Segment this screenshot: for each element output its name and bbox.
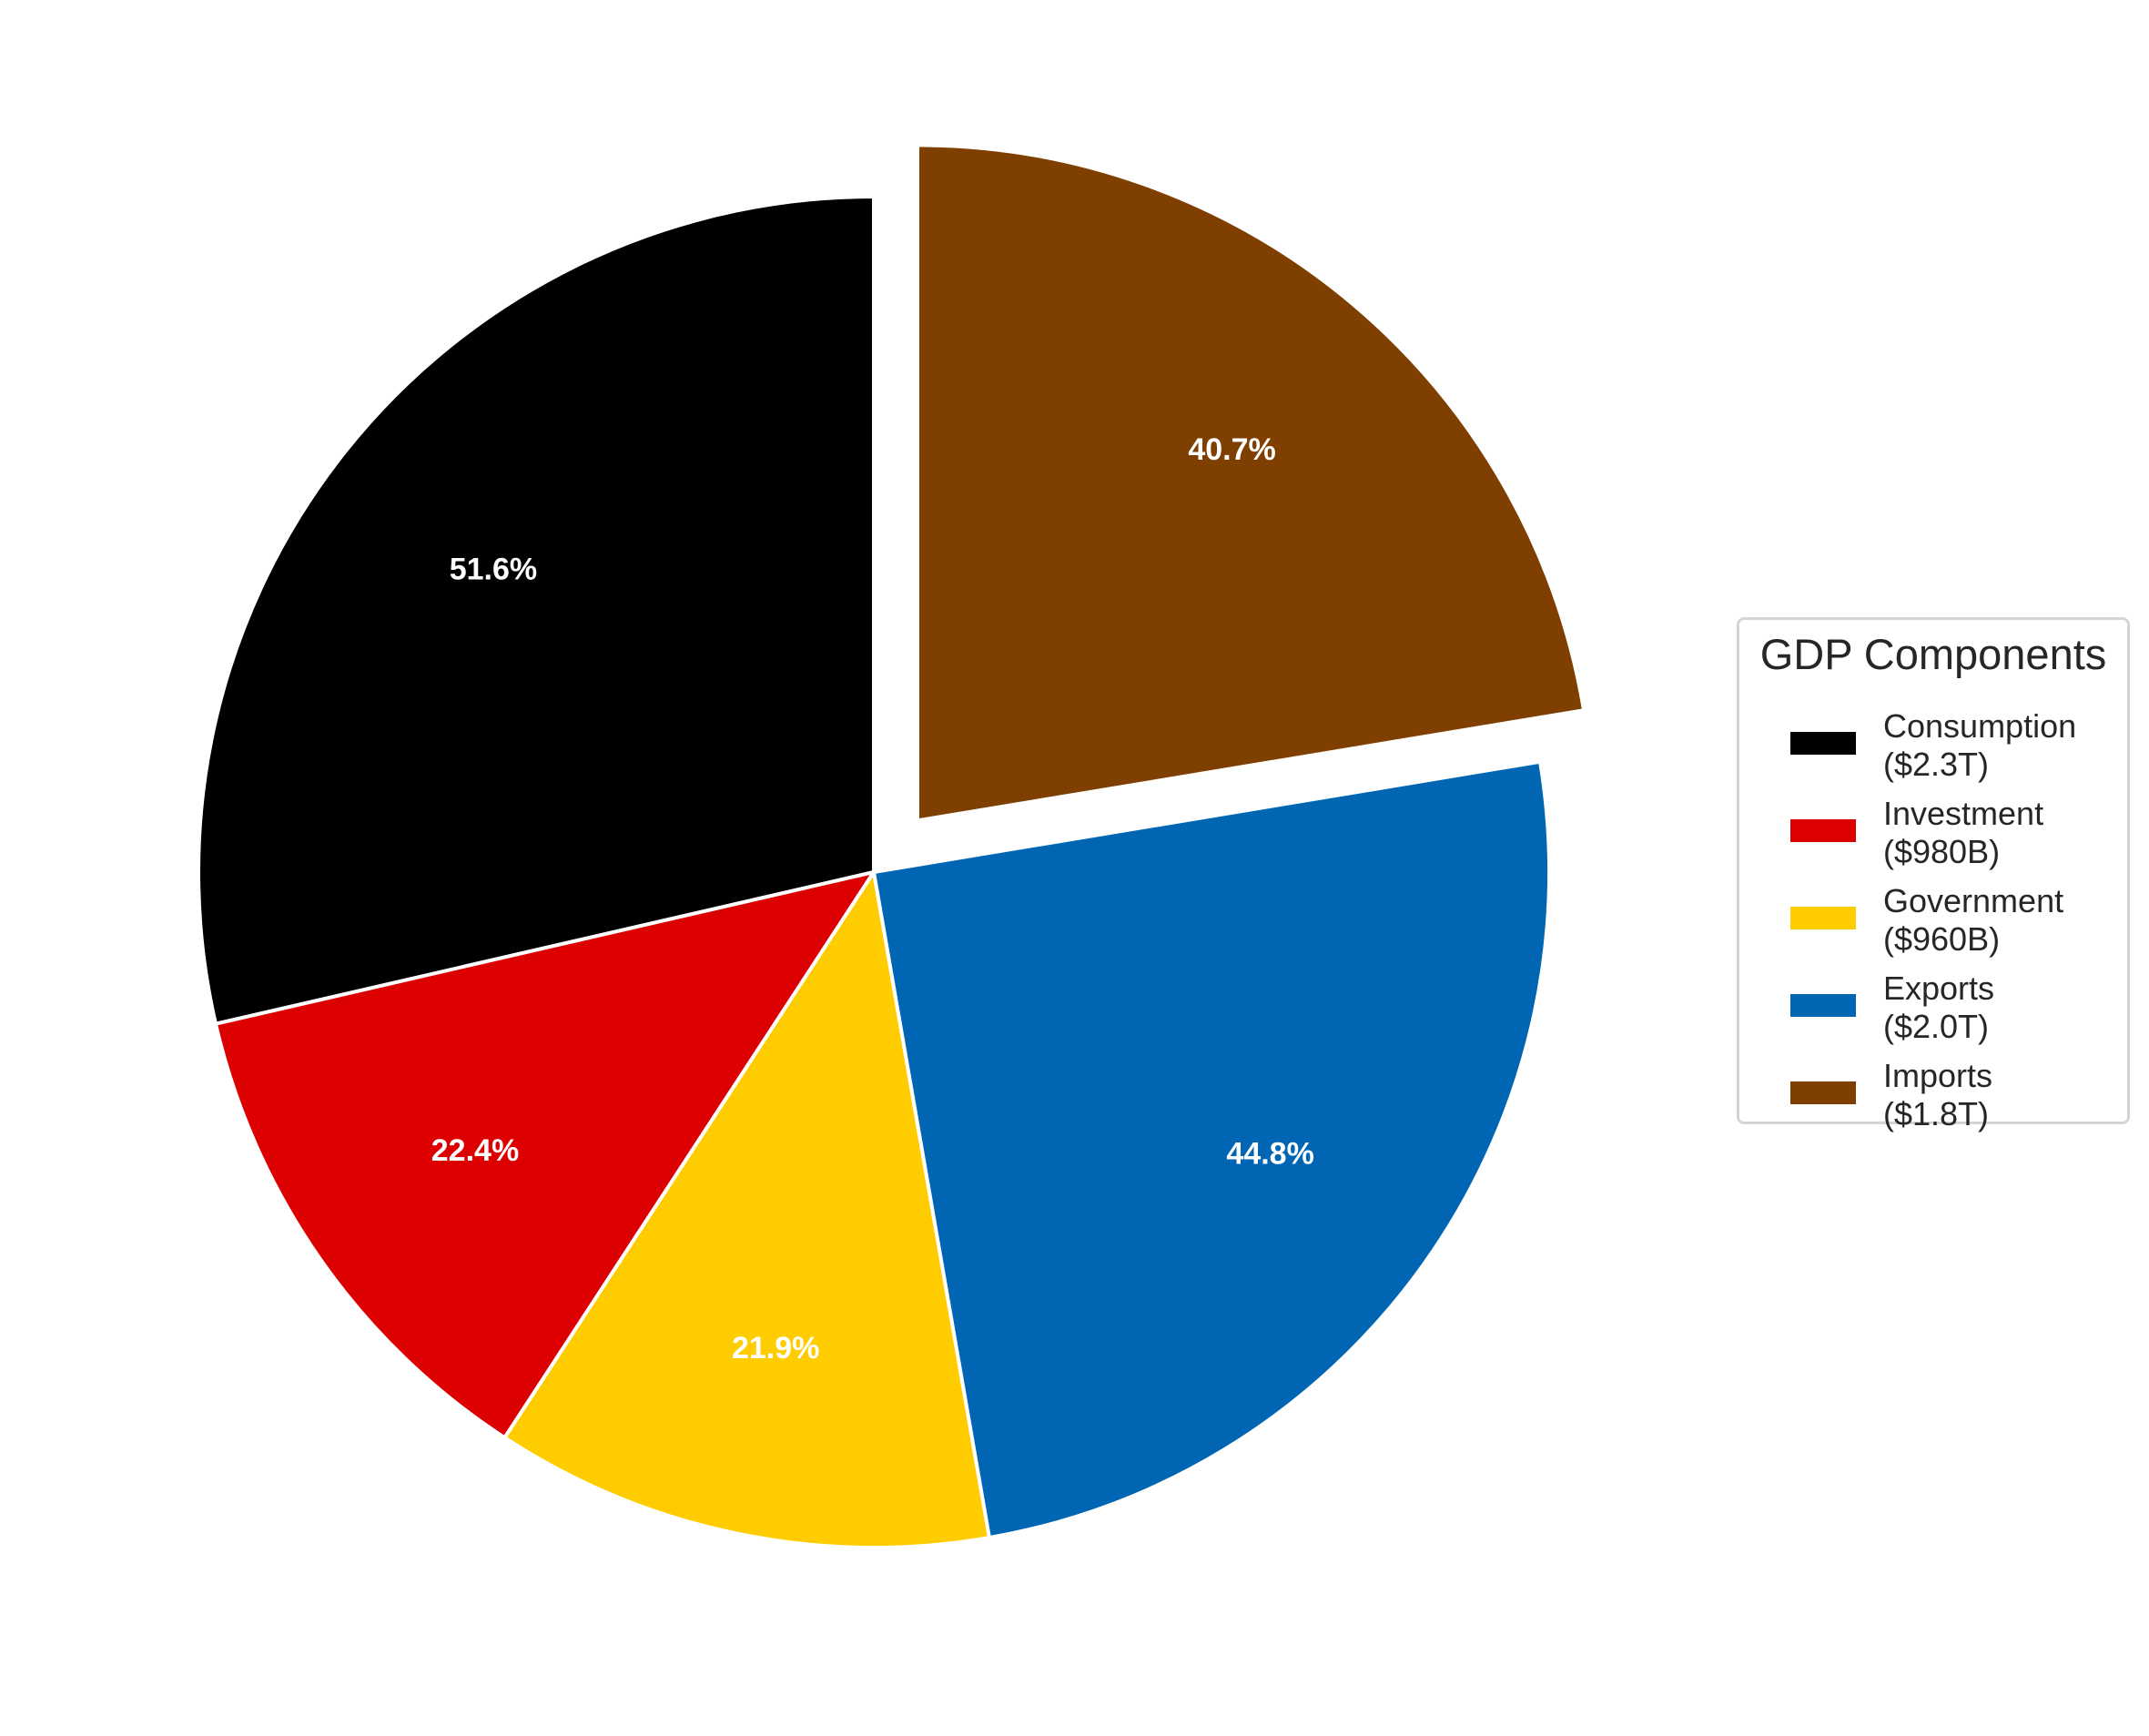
- percent-label-imports: 40.7%: [1188, 432, 1275, 467]
- pie-slice-government: [502, 867, 992, 1549]
- pie-slice-imports: [915, 143, 1586, 823]
- legend-swatch-exports: [1790, 994, 1856, 1017]
- legend: GDP Components Consumption ($2.3T) Inves…: [1737, 617, 2130, 1132]
- legend-swatch-consumption: [1790, 732, 1856, 755]
- legend-amount: ($2.3T): [1883, 746, 1990, 783]
- legend-amount: ($1.8T): [1883, 1095, 1990, 1132]
- pie-slice-exports: [871, 759, 1551, 1540]
- legend-category: Imports: [1883, 1057, 1993, 1094]
- legend-swatch-investment: [1790, 819, 1856, 842]
- pie-slice-consumption: [197, 194, 876, 1027]
- legend-item-government: Government ($960B): [1739, 882, 2127, 964]
- legend-category: Investment: [1883, 795, 2044, 832]
- legend-item-consumption: Consumption ($2.3T): [1739, 707, 2127, 789]
- pie-slices: [197, 143, 1586, 1549]
- pie-slice-investment: [213, 868, 878, 1441]
- legend-item-imports: Imports ($1.8T): [1739, 1057, 2127, 1139]
- legend-amount: ($980B): [1883, 833, 2001, 870]
- legend-category: Exports: [1883, 970, 1995, 1007]
- percent-label-consumption: 51.6%: [450, 552, 537, 586]
- legend-label-investment: Investment ($980B): [1883, 795, 2043, 871]
- legend-label-government: Government ($960B): [1883, 882, 2063, 959]
- legend-amount: ($2.0T): [1883, 1008, 1990, 1045]
- percent-label-government: 21.9%: [732, 1331, 819, 1365]
- legend-swatch-imports: [1790, 1081, 1856, 1104]
- legend-category: Government: [1883, 882, 2064, 919]
- legend-category: Consumption: [1883, 707, 2077, 745]
- percent-label-investment: 22.4%: [431, 1133, 519, 1168]
- legend-swatch-government: [1790, 907, 1856, 929]
- legend-item-investment: Investment ($980B): [1739, 795, 2127, 877]
- legend-amount: ($960B): [1883, 920, 2001, 958]
- percent-label-exports: 44.8%: [1226, 1136, 1313, 1171]
- legend-label-exports: Exports ($2.0T): [1883, 970, 1994, 1046]
- legend-title: GDP Components: [1759, 630, 2107, 678]
- pie-percent-labels: 51.6% 22.4% 21.9% 44.8% 40.7%: [431, 432, 1314, 1365]
- legend-item-exports: Exports ($2.0T): [1739, 970, 2127, 1051]
- legend-label-imports: Imports ($1.8T): [1883, 1057, 1992, 1133]
- legend-label-consumption: Consumption ($2.3T): [1883, 707, 2076, 784]
